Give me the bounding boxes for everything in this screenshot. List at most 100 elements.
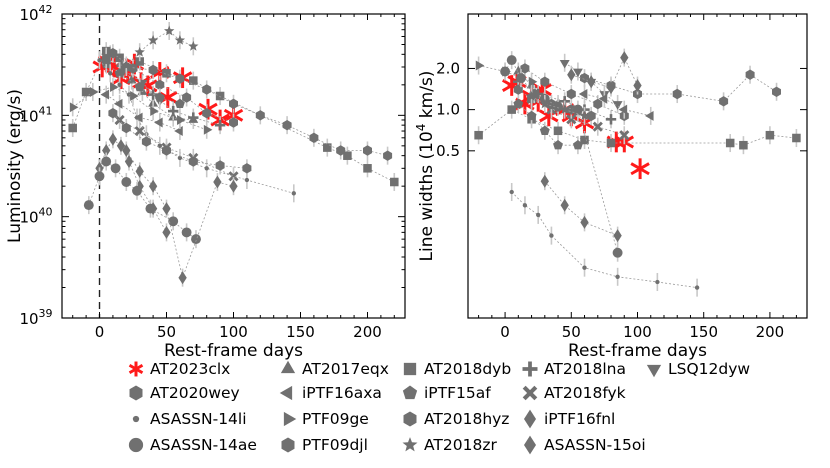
data-point-asassn-15oi — [633, 79, 642, 92]
data-point-ptf09djl — [255, 110, 265, 121]
data-point-asassn-15oi — [229, 179, 238, 193]
data-point-at2018dyb — [135, 57, 144, 66]
data-point-at2018hyz — [242, 163, 252, 174]
data-point-asassn-14li — [97, 58, 102, 63]
y-tick-label: 1042 — [19, 3, 52, 24]
series-at2018zr — [526, 87, 590, 125]
legend-marker-at2017eqx — [280, 360, 296, 374]
series-ptf09djl — [580, 65, 781, 111]
legend-entry-lsq12dyw: LSQ12dyw — [646, 360, 750, 378]
legend-label: iPTF16fnl — [544, 410, 615, 428]
data-point-ptf09ge — [177, 115, 186, 125]
data-point-asassn-15oi — [620, 51, 629, 65]
data-point-at2020wey — [566, 88, 576, 100]
data-point-asassn-15oi — [148, 179, 158, 193]
series-asassn-14li — [509, 183, 700, 297]
data-point-at2020wey — [229, 117, 238, 128]
data-point-ptf09djl — [202, 84, 212, 95]
data-point-iptf15af — [114, 68, 125, 78]
data-point-at2018fyk — [566, 114, 577, 125]
legend-marker-at2018fyk — [522, 385, 538, 401]
data-point-iptf16axa — [100, 89, 110, 100]
data-point-iptf16fnl — [613, 229, 622, 243]
data-point-ptf09djl — [772, 86, 781, 97]
legend-label: AT2018dyb — [424, 360, 511, 378]
data-point-at2018dyb — [162, 69, 171, 78]
data-point-ptf09ge — [110, 82, 119, 93]
x-axis-title: Rest-frame days — [164, 341, 303, 361]
data-point-asassn-15oi — [162, 202, 171, 216]
series-connector-iptf16axa — [584, 93, 651, 117]
data-point-iptf16fnl — [102, 144, 111, 157]
data-point-at2018zr — [559, 104, 570, 115]
legend-label: LSQ12dyw — [668, 360, 750, 378]
legend-label: AT2023clx — [150, 360, 230, 378]
data-point-iptf16axa — [618, 104, 628, 115]
data-point-iptf15af — [154, 92, 165, 102]
data-point-at2020wey — [155, 79, 165, 90]
data-point-asassn-14li — [108, 71, 113, 76]
data-point-at2018hyz — [215, 160, 225, 171]
data-point-asassn-15oi — [135, 164, 144, 178]
data-point-asassn-14li — [291, 191, 296, 196]
legend-entry-asassn-15oi: ASASSN-15oi — [524, 435, 646, 455]
legend-label: ASASSN-14li — [150, 410, 247, 428]
data-point-ptf09ge — [89, 87, 99, 97]
data-point-at2018lna — [147, 89, 159, 100]
data-point-asassn-14li — [134, 115, 140, 120]
x-tick-label: 0 — [500, 323, 510, 341]
data-point-at2023clx — [630, 158, 650, 180]
data-point-asassn-14li — [536, 212, 541, 218]
data-point-at2018dyb — [765, 130, 775, 140]
data-point-at2020wey — [540, 76, 550, 87]
data-point-ptf09ge — [69, 102, 79, 113]
data-point-at2018zr — [147, 34, 159, 45]
legend-label: AT2017eqx — [302, 360, 389, 378]
series-at2023clx — [501, 71, 650, 180]
legend-label: PTF09djl — [302, 436, 368, 454]
series-at2018hyz — [108, 104, 252, 178]
y-tick-label: 1040 — [19, 206, 52, 227]
data-point-at2018zr — [121, 60, 132, 70]
data-point-ptf09djl — [229, 98, 238, 109]
data-point-asassn-14li — [117, 82, 122, 87]
legend-marker-iptf16fnl — [524, 409, 536, 429]
data-point-asassn-14ae — [110, 163, 121, 174]
legend-marker-ptf09ge — [283, 411, 297, 427]
data-point-asassn-14li — [204, 166, 209, 171]
legend-entry-at2018fyk: AT2018fyk — [522, 384, 626, 402]
legend-label: iPTF15af — [424, 384, 491, 402]
data-point-iptf16axa — [174, 126, 183, 136]
series-at2018zr — [121, 21, 199, 75]
data-point-asassn-14li — [244, 177, 250, 183]
data-point-iptf16fnl — [116, 139, 126, 153]
legend-label: iPTF16axa — [302, 384, 382, 402]
legend: AT2023clx AT2020wey ASASSN-14li ASASSN-14ae… — [128, 360, 750, 455]
data-point-asassn-14li — [522, 203, 528, 208]
data-point-lsq12dyw — [612, 101, 623, 110]
data-point-at2018zr — [579, 110, 590, 121]
data-point-asassn-15oi — [122, 144, 131, 157]
data-point-at2018fyk — [619, 130, 630, 141]
data-point-ptf09djl — [282, 120, 292, 131]
data-point-iptf15af — [134, 81, 145, 92]
data-point-iptf16axa — [578, 89, 588, 99]
data-point-asassn-14ae — [516, 73, 526, 84]
data-point-ptf09djl — [336, 145, 346, 156]
data-point-at2018zr — [526, 90, 537, 101]
data-point-at2018hyz — [586, 110, 596, 122]
data-point-asassn-14ae — [181, 227, 192, 238]
data-point-iptf16fnl — [560, 198, 569, 212]
y-tick-label: 1041 — [19, 104, 52, 125]
data-point-at2018hyz — [108, 108, 118, 119]
legend-marker-at2018zr — [402, 437, 418, 452]
legend-entry-ptf09ge: PTF09ge — [283, 410, 369, 428]
data-point-asassn-15oi — [606, 81, 616, 95]
data-point-at2018dyb — [81, 87, 91, 97]
data-point-asassn-14ae — [553, 101, 563, 112]
legend-label: ASASSN-14ae — [150, 436, 257, 454]
x-tick-label: 0 — [95, 323, 105, 341]
legend-entry-iptf15af: iPTF15af — [402, 384, 491, 402]
data-point-asassn-14ae — [83, 200, 94, 211]
data-point-at2020wey — [182, 92, 192, 103]
